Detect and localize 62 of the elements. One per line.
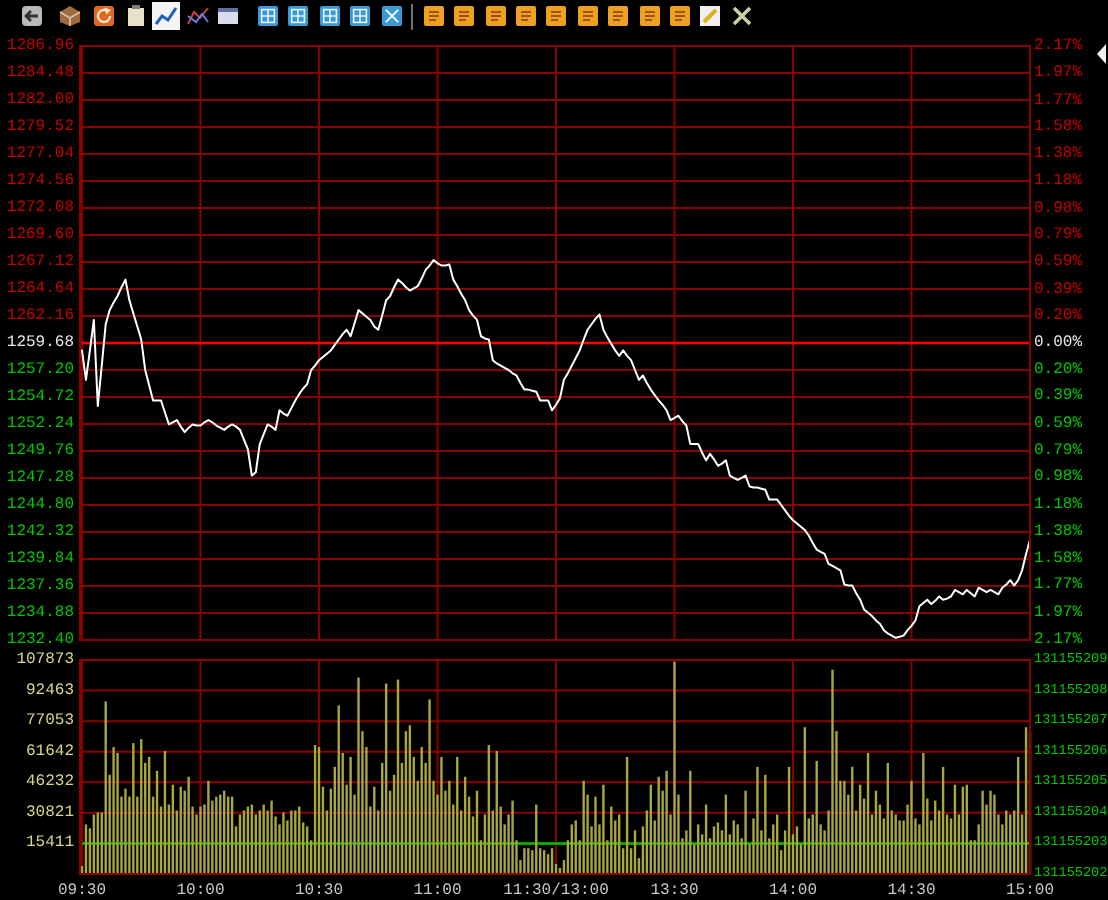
x-tick-label: 11:00 [413,882,462,900]
y2-tick-label: 1.58% [1034,117,1083,136]
y-tick-label: 30821 [25,803,75,822]
y-tick-label: 1282.00 [6,91,75,109]
y2-tick-label: 0.98% [1034,199,1083,218]
x-tick-label: 11:30/13:00 [503,882,610,900]
y2-tick-label: 1.77% [1034,91,1083,110]
y2-tick-label: 0.39% [1034,387,1083,406]
y2-tick-label: 2.17% [1034,37,1083,55]
x-tick-label: 10:00 [176,882,225,900]
y2-tick-label: 1.18% [1034,495,1083,514]
y-tick-label: 1267.12 [6,253,75,271]
y-tick-label: 1254.72 [6,388,75,406]
y2-tick-label: 0.79% [1034,225,1083,244]
y2-tick-label: 0.20% [1034,306,1083,325]
y2-tick-label: 1.58% [1034,550,1083,569]
y2-tick-label: 1.77% [1034,576,1083,595]
y2-tick-label: 0.20% [1034,361,1083,380]
y2-tick-label: 1.38% [1034,522,1083,541]
x-tick-label: 10:30 [294,882,344,900]
y-tick-label: 1259.68 [6,334,75,352]
y-tick-label: 1284.48 [6,64,75,82]
y2-tick-label: 1.18% [1034,172,1083,191]
y-tick-label: 1286.96 [6,37,75,55]
y-tick-label: 1269.60 [6,226,75,244]
y-tick-label: 107873 [16,651,75,669]
y-tick-label: 1257.20 [6,361,75,379]
y2-tick-label: 0.98% [1034,468,1083,487]
y2-tick-label: 0.39% [1034,280,1083,299]
y2-tick-label: 1.97% [1034,64,1083,83]
y2-tick-label: 0.59% [1034,414,1083,433]
y-tick-label: 15411 [25,834,75,853]
y-tick-label: 1272.08 [6,199,75,217]
y-tick-label: 1249.76 [6,442,75,460]
y-tick-label: 1264.64 [6,280,75,298]
y-tick-label: 1244.80 [6,496,75,514]
y2-tick-label: 0.79% [1034,442,1083,461]
y-tick-label: 1277.04 [6,145,75,163]
y2-tick-label: 0.59% [1034,253,1083,272]
y-tick-label: 1242.32 [6,523,75,541]
y-tick-label: 1234.88 [6,604,75,622]
x-tick-label: 14:30 [887,882,936,900]
y-tick-label: 1252.24 [6,415,75,433]
y-tick-label: 1279.52 [6,118,75,136]
y-tick-label: 61642 [25,742,75,761]
y-tick-label: 1239.84 [6,550,75,568]
x-tick-label: 09:30 [57,882,107,900]
y-tick-label: 92463 [25,681,75,700]
x-tick-label: 15:00 [1005,882,1055,900]
x-tick-label: 13:30 [650,882,699,900]
y-tick-label: 77053 [25,712,75,731]
y-tick-label: 46232 [25,773,75,792]
y2-tick-label: 0.00% [1034,334,1083,352]
y2-tick-label: 1.97% [1034,603,1083,622]
y2-tick-label: 1.38% [1034,145,1083,164]
y2-tick-label: 2.17% [1034,631,1083,649]
y-tick-label: 1247.28 [6,469,75,487]
y-tick-label: 1274.56 [6,172,75,190]
x-tick-label: 14:00 [768,882,818,900]
y-tick-label: 1232.40 [6,631,75,649]
y-tick-label: 1237.36 [6,577,75,595]
y-tick-label: 1262.16 [6,307,75,325]
